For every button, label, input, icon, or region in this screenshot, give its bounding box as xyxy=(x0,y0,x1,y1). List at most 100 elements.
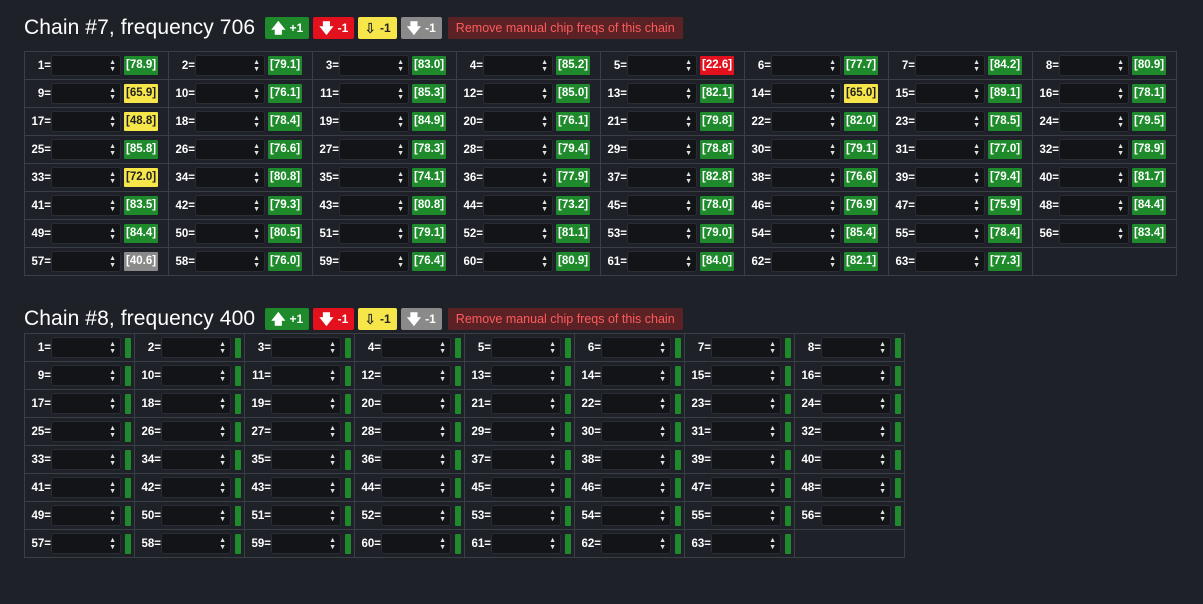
chip-freq-select[interactable]: ▲ ▼ xyxy=(195,111,265,132)
chip-freq-select[interactable]: ▲ ▼ xyxy=(601,449,671,470)
chip-freq-select[interactable]: ▲ ▼ xyxy=(381,337,451,358)
chip-freq-select[interactable]: ▲ ▼ xyxy=(195,223,265,244)
chip-freq-select[interactable]: ▲ ▼ xyxy=(711,337,781,358)
chip-freq-select[interactable]: ▲ ▼ xyxy=(195,195,265,216)
chip-freq-select[interactable]: ▲ ▼ xyxy=(1059,195,1129,216)
chip-freq-select[interactable]: ▲ ▼ xyxy=(51,223,121,244)
chip-freq-select[interactable]: ▲ ▼ xyxy=(771,195,841,216)
chip-freq-select[interactable]: ▲ ▼ xyxy=(339,111,409,132)
chip-freq-select[interactable]: ▲ ▼ xyxy=(381,365,451,386)
freq-down-yellow-button[interactable]: ⇩ -1 xyxy=(358,17,397,39)
chip-freq-select[interactable]: ▲ ▼ xyxy=(627,55,697,76)
chip-freq-select[interactable]: ▲ ▼ xyxy=(711,505,781,526)
chip-freq-select[interactable]: ▲ ▼ xyxy=(51,365,121,386)
chip-freq-select[interactable]: ▲ ▼ xyxy=(771,223,841,244)
chip-freq-select[interactable]: ▲ ▼ xyxy=(491,421,561,442)
chip-freq-select[interactable]: ▲ ▼ xyxy=(381,533,451,554)
chip-freq-select[interactable]: ▲ ▼ xyxy=(339,83,409,104)
chip-freq-select[interactable]: ▲ ▼ xyxy=(711,393,781,414)
freq-up-button[interactable]: 🡅 +1 xyxy=(265,308,310,330)
chip-freq-select[interactable]: ▲ ▼ xyxy=(161,477,231,498)
chip-freq-select[interactable]: ▲ ▼ xyxy=(1059,55,1129,76)
chip-freq-select[interactable]: ▲ ▼ xyxy=(195,251,265,272)
chip-freq-select[interactable]: ▲ ▼ xyxy=(771,139,841,160)
chip-freq-select[interactable]: ▲ ▼ xyxy=(491,393,561,414)
chip-freq-select[interactable]: ▲ ▼ xyxy=(601,505,671,526)
chip-freq-select[interactable]: ▲ ▼ xyxy=(1059,223,1129,244)
chip-freq-select[interactable]: ▲ ▼ xyxy=(491,533,561,554)
freq-down-yellow-button[interactable]: ⇩ -1 xyxy=(358,308,397,330)
chip-freq-select[interactable]: ▲ ▼ xyxy=(51,449,121,470)
chip-freq-select[interactable]: ▲ ▼ xyxy=(339,55,409,76)
chip-freq-select[interactable]: ▲ ▼ xyxy=(483,167,553,188)
chip-freq-select[interactable]: ▲ ▼ xyxy=(161,393,231,414)
chip-freq-select[interactable]: ▲ ▼ xyxy=(821,365,891,386)
chip-freq-select[interactable]: ▲ ▼ xyxy=(483,195,553,216)
chip-freq-select[interactable]: ▲ ▼ xyxy=(271,393,341,414)
chip-freq-select[interactable]: ▲ ▼ xyxy=(601,421,671,442)
chip-freq-select[interactable]: ▲ ▼ xyxy=(483,251,553,272)
chip-freq-select[interactable]: ▲ ▼ xyxy=(821,337,891,358)
chip-freq-select[interactable]: ▲ ▼ xyxy=(271,449,341,470)
chip-freq-select[interactable]: ▲ ▼ xyxy=(821,449,891,470)
chip-freq-select[interactable]: ▲ ▼ xyxy=(915,83,985,104)
chip-freq-select[interactable]: ▲ ▼ xyxy=(339,195,409,216)
chip-freq-select[interactable]: ▲ ▼ xyxy=(161,365,231,386)
chip-freq-select[interactable]: ▲ ▼ xyxy=(627,251,697,272)
chip-freq-select[interactable]: ▲ ▼ xyxy=(915,55,985,76)
chip-freq-select[interactable]: ▲ ▼ xyxy=(915,167,985,188)
chip-freq-select[interactable]: ▲ ▼ xyxy=(381,393,451,414)
chip-freq-select[interactable]: ▲ ▼ xyxy=(381,449,451,470)
chip-freq-select[interactable]: ▲ ▼ xyxy=(601,533,671,554)
chip-freq-select[interactable]: ▲ ▼ xyxy=(161,505,231,526)
chip-freq-select[interactable]: ▲ ▼ xyxy=(483,55,553,76)
chip-freq-select[interactable]: ▲ ▼ xyxy=(483,223,553,244)
chip-freq-select[interactable]: ▲ ▼ xyxy=(381,477,451,498)
remove-manual-freqs-button[interactable]: Remove manual chip freqs of this chain xyxy=(447,308,683,330)
chip-freq-select[interactable]: ▲ ▼ xyxy=(601,393,671,414)
chip-freq-select[interactable]: ▲ ▼ xyxy=(627,223,697,244)
chip-freq-select[interactable]: ▲ ▼ xyxy=(483,139,553,160)
chip-freq-select[interactable]: ▲ ▼ xyxy=(161,337,231,358)
chip-freq-select[interactable]: ▲ ▼ xyxy=(51,251,121,272)
chip-freq-select[interactable]: ▲ ▼ xyxy=(271,365,341,386)
chip-freq-select[interactable]: ▲ ▼ xyxy=(491,477,561,498)
chip-freq-select[interactable]: ▲ ▼ xyxy=(601,477,671,498)
chip-freq-select[interactable]: ▲ ▼ xyxy=(51,421,121,442)
chip-freq-select[interactable]: ▲ ▼ xyxy=(195,167,265,188)
chip-freq-select[interactable]: ▲ ▼ xyxy=(339,167,409,188)
chip-freq-select[interactable]: ▲ ▼ xyxy=(1059,167,1129,188)
chip-freq-select[interactable]: ▲ ▼ xyxy=(627,167,697,188)
chip-freq-select[interactable]: ▲ ▼ xyxy=(381,505,451,526)
chip-freq-select[interactable]: ▲ ▼ xyxy=(491,365,561,386)
chip-freq-select[interactable]: ▲ ▼ xyxy=(711,421,781,442)
chip-freq-select[interactable]: ▲ ▼ xyxy=(339,251,409,272)
chip-freq-select[interactable]: ▲ ▼ xyxy=(271,477,341,498)
chip-freq-select[interactable]: ▲ ▼ xyxy=(821,421,891,442)
chip-freq-select[interactable]: ▲ ▼ xyxy=(271,505,341,526)
chip-freq-select[interactable]: ▲ ▼ xyxy=(51,337,121,358)
chip-freq-select[interactable]: ▲ ▼ xyxy=(711,477,781,498)
chip-freq-select[interactable]: ▲ ▼ xyxy=(627,139,697,160)
freq-down-button[interactable]: 🡇 -1 xyxy=(313,308,355,330)
chip-freq-select[interactable]: ▲ ▼ xyxy=(627,195,697,216)
chip-freq-select[interactable]: ▲ ▼ xyxy=(771,167,841,188)
chip-freq-select[interactable]: ▲ ▼ xyxy=(51,533,121,554)
chip-freq-select[interactable]: ▲ ▼ xyxy=(771,83,841,104)
chip-freq-select[interactable]: ▲ ▼ xyxy=(711,365,781,386)
chip-freq-select[interactable]: ▲ ▼ xyxy=(51,139,121,160)
chip-freq-select[interactable]: ▲ ▼ xyxy=(601,337,671,358)
chip-freq-select[interactable]: ▲ ▼ xyxy=(51,111,121,132)
chip-freq-select[interactable]: ▲ ▼ xyxy=(915,223,985,244)
chip-freq-select[interactable]: ▲ ▼ xyxy=(483,83,553,104)
chip-freq-select[interactable]: ▲ ▼ xyxy=(51,83,121,104)
remove-manual-freqs-button[interactable]: Remove manual chip freqs of this chain xyxy=(447,17,683,39)
chip-freq-select[interactable]: ▲ ▼ xyxy=(161,421,231,442)
chip-freq-select[interactable]: ▲ ▼ xyxy=(195,83,265,104)
chip-freq-select[interactable]: ▲ ▼ xyxy=(51,505,121,526)
chip-freq-select[interactable]: ▲ ▼ xyxy=(915,111,985,132)
chip-freq-select[interactable]: ▲ ▼ xyxy=(271,337,341,358)
chip-freq-select[interactable]: ▲ ▼ xyxy=(195,139,265,160)
chip-freq-select[interactable]: ▲ ▼ xyxy=(381,421,451,442)
chip-freq-select[interactable]: ▲ ▼ xyxy=(51,167,121,188)
